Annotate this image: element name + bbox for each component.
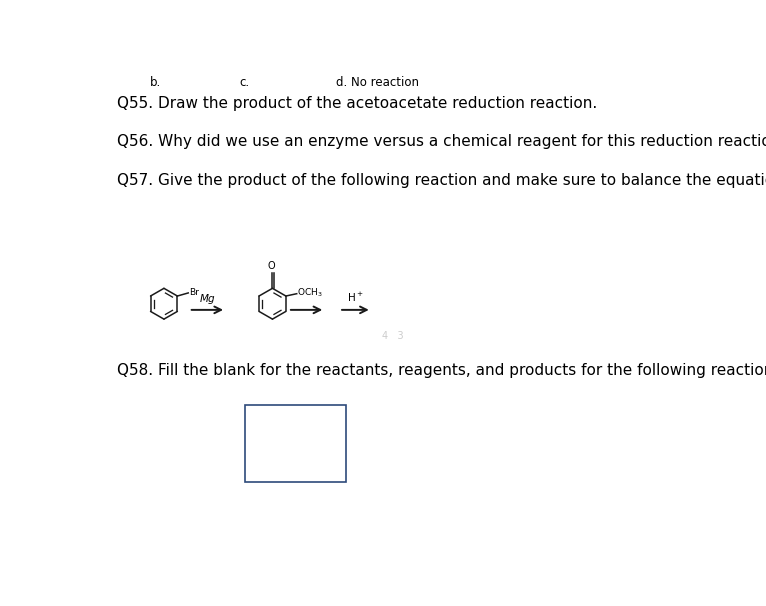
Text: b.: b. [150,76,162,89]
Text: Br: Br [189,288,199,297]
Text: Mg: Mg [199,295,215,304]
Text: H$^+$: H$^+$ [347,291,364,304]
Text: O: O [267,261,275,271]
Text: Q57. Give the product of the following reaction and make sure to balance the equ: Q57. Give the product of the following r… [117,173,766,188]
Text: Q56. Why did we use an enzyme versus a chemical reagent for this reduction react: Q56. Why did we use an enzyme versus a c… [117,135,766,149]
Bar [245,405,346,482]
Text: Q58. Fill the blank for the reactants, reagents, and products for the following : Q58. Fill the blank for the reactants, r… [117,363,766,378]
Text: Q55. Draw the product of the acetoacetate reduction reaction.: Q55. Draw the product of the acetoacetat… [117,96,597,111]
Text: c.: c. [239,76,249,89]
Text: d. No reaction: d. No reaction [336,76,419,89]
Text: 4   3: 4 3 [382,331,404,341]
Text: OCH$_3$: OCH$_3$ [297,287,323,299]
